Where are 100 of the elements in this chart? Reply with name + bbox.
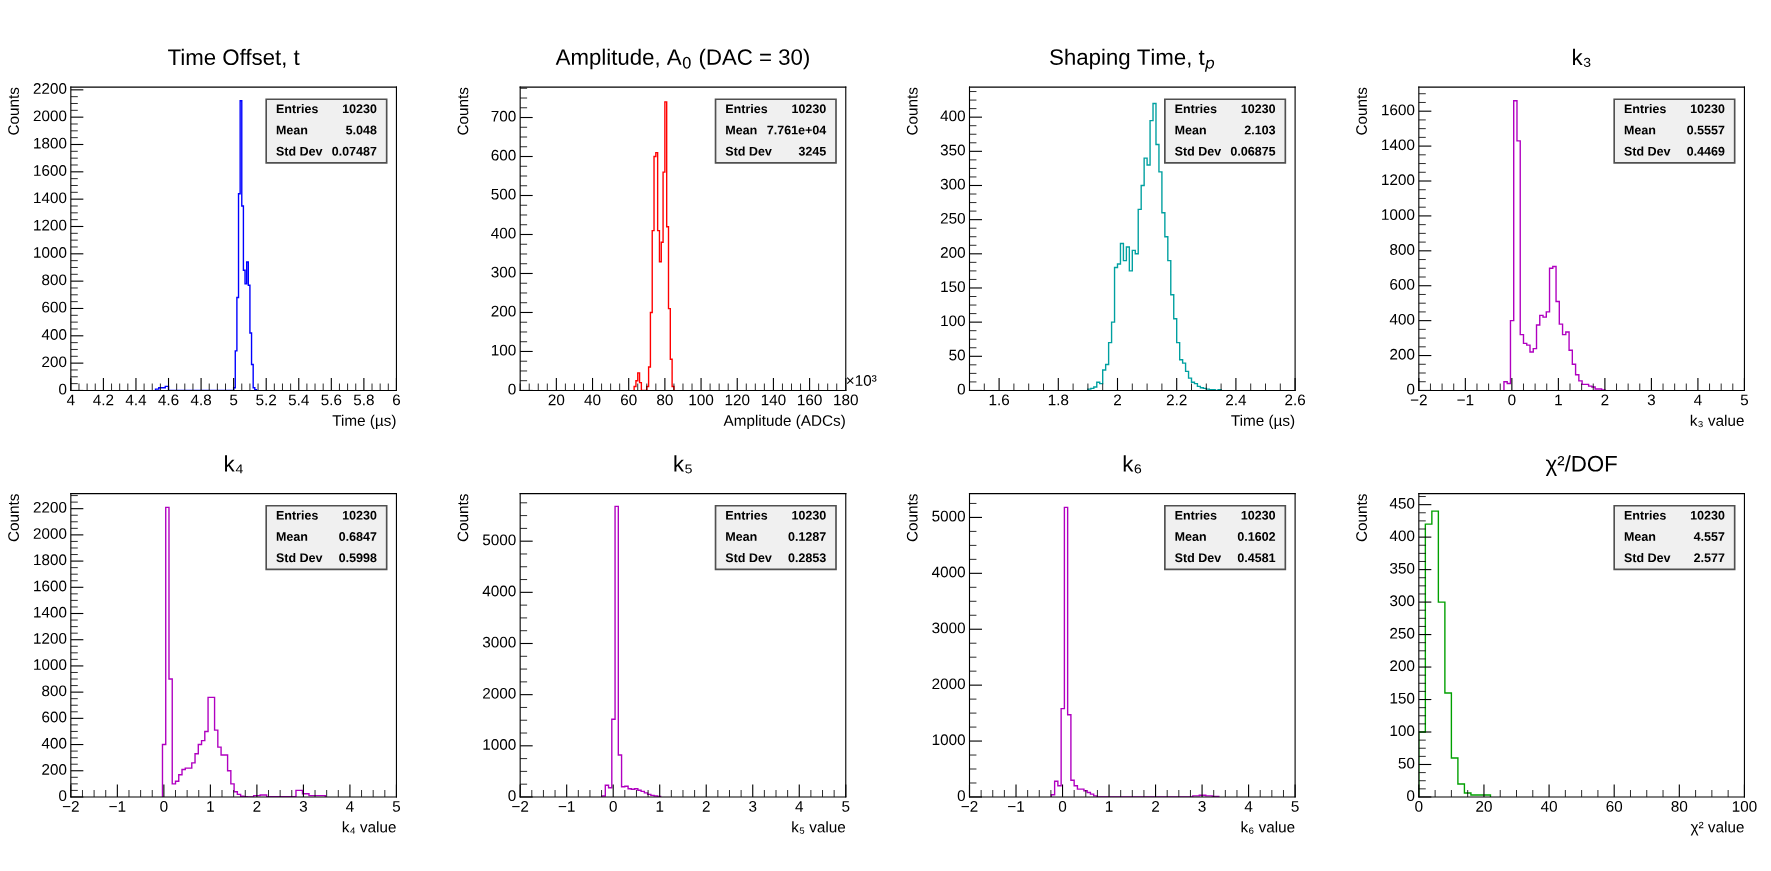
- x-tick-label: 100: [689, 394, 714, 406]
- x-tick-label: 4: [346, 801, 354, 812]
- annotation: Mean: [1175, 125, 1206, 135]
- x-tick-label: 20: [1476, 801, 1492, 812]
- annotation: 10230: [1690, 510, 1725, 520]
- annotation: 2.103: [1244, 125, 1276, 135]
- y-tick-label: 1600: [34, 165, 67, 176]
- y-tick-label: 400: [41, 329, 67, 340]
- y-tick-label: 2200: [33, 501, 67, 513]
- annotation: 10230: [1241, 510, 1276, 520]
- x-tick-label: −1: [1457, 394, 1474, 406]
- y-tick-label: 600: [491, 149, 516, 161]
- x-tick-label: 80: [1671, 801, 1688, 812]
- y-tick-label: 2000: [33, 528, 67, 539]
- x-axis-title: k₃ value: [1690, 414, 1744, 428]
- x-axis-title: χ² value: [1690, 821, 1744, 836]
- x-axis-title: Time (µs): [1231, 414, 1295, 430]
- y-axis-title: Counts: [1356, 494, 1367, 542]
- x-tick-label: 0: [1058, 801, 1067, 812]
- x-tick-label: −1: [109, 801, 126, 812]
- y-tick-label: 2000: [33, 110, 67, 122]
- annotation: 4.557: [1693, 532, 1725, 541]
- y-tick-label: 400: [940, 110, 965, 122]
- x-tick-label: 1: [1105, 801, 1113, 812]
- x-tick-label: 5.8: [353, 394, 374, 406]
- y-tick-label: 1000: [34, 659, 67, 671]
- annotation: Std Dev: [1624, 553, 1671, 563]
- annotation: 10230: [342, 510, 377, 520]
- x-tick-label: 3: [1647, 394, 1655, 406]
- y-tick-label: 1600: [1382, 104, 1415, 116]
- annotation: Mean: [726, 532, 757, 541]
- y-axis-title: Counts: [906, 87, 918, 135]
- annotation: Std Dev: [1624, 146, 1671, 156]
- annotation: 0.5557: [1687, 125, 1725, 135]
- y-tick-label: 800: [1390, 244, 1415, 255]
- x-tick-label: 5.6: [321, 394, 342, 406]
- y-axis-title: Counts: [457, 494, 469, 542]
- x-tick-label: 1.6: [989, 394, 1010, 406]
- annotation: Entries: [726, 510, 768, 520]
- x-tick-label: −2: [1410, 394, 1427, 406]
- chart-title: Time Offset, t: [168, 48, 300, 68]
- annotation: Mean: [276, 532, 308, 541]
- x-tick-label: 4.2: [93, 394, 114, 406]
- y-tick-label: 5000: [932, 510, 965, 522]
- y-tick-label: 50: [949, 349, 965, 361]
- x-tick-label: 1: [207, 801, 214, 812]
- y-tick-label: 0: [59, 383, 67, 395]
- annotation: 0.06875: [1230, 146, 1276, 156]
- y-tick-label: 50: [1398, 757, 1415, 769]
- annotation: 10230: [342, 104, 377, 114]
- y-tick-label: 2000: [483, 687, 516, 699]
- x-tick-label: 140: [761, 394, 786, 406]
- y-tick-label: 0: [957, 790, 965, 802]
- x-tick-label: 2.2: [1166, 394, 1187, 406]
- annotation: Entries: [276, 510, 318, 520]
- annotation: Std Dev: [1174, 146, 1222, 156]
- x-tick-label: 0: [609, 801, 617, 812]
- x-tick-label: 180: [834, 394, 858, 406]
- x-tick-label: 4.8: [190, 394, 212, 406]
- y-tick-label: 250: [940, 212, 965, 224]
- x-tick-label: 5: [1740, 394, 1749, 406]
- annotation: Entries: [726, 104, 768, 114]
- x-axis-title: k₆ value: [1241, 821, 1295, 834]
- x-tick-label: 0: [160, 801, 168, 812]
- y-tick-label: 1000: [1382, 209, 1415, 221]
- annotation: Entries: [1624, 104, 1666, 114]
- y-tick-label: 800: [42, 685, 67, 697]
- y-tick-label: 350: [1390, 562, 1415, 574]
- annotation: Std Dev: [276, 146, 323, 156]
- x-tick-label: −1: [1008, 801, 1024, 812]
- chart-title: χ²/DOF: [1545, 455, 1617, 476]
- x-tick-label: 4: [795, 801, 804, 812]
- x-tick-label: 100: [1732, 801, 1757, 812]
- x-axis-title: k₅ value: [792, 821, 846, 834]
- x-tick-label: 120: [725, 394, 750, 406]
- y-tick-label: 5000: [482, 534, 516, 546]
- annotation: Entries: [1175, 510, 1217, 520]
- x-tick-label: 60: [620, 394, 637, 406]
- annotation: 0.4469: [1687, 146, 1725, 156]
- annotation: Std Dev: [725, 146, 772, 156]
- x-tick-label: 2: [253, 801, 261, 812]
- chart-title: Amplitude, A$_{0}$ (DAC = 30): [555, 48, 809, 70]
- annotation: 0.07487: [332, 146, 377, 156]
- y-tick-label: 250: [1390, 627, 1415, 639]
- y-tick-label: 1200: [34, 219, 67, 231]
- y-tick-label: 100: [941, 315, 965, 327]
- y-axis-title: Counts: [906, 494, 918, 542]
- y-tick-label: 450: [1389, 497, 1415, 509]
- y-tick-label: 500: [491, 188, 516, 200]
- y-axis-title: Counts: [8, 87, 19, 135]
- x-axis-title: k₄ value: [342, 821, 396, 834]
- y-tick-label: 100: [491, 344, 516, 356]
- annotation: 0.1287: [788, 532, 826, 541]
- y-tick-label: 200: [940, 247, 965, 258]
- y-tick-label: 1600: [34, 580, 67, 592]
- y-tick-label: 350: [940, 144, 965, 156]
- x-tick-label: 40: [584, 394, 601, 406]
- annotation: Mean: [1624, 532, 1656, 541]
- annotation: Mean: [726, 125, 757, 135]
- y-tick-label: 1200: [34, 633, 67, 644]
